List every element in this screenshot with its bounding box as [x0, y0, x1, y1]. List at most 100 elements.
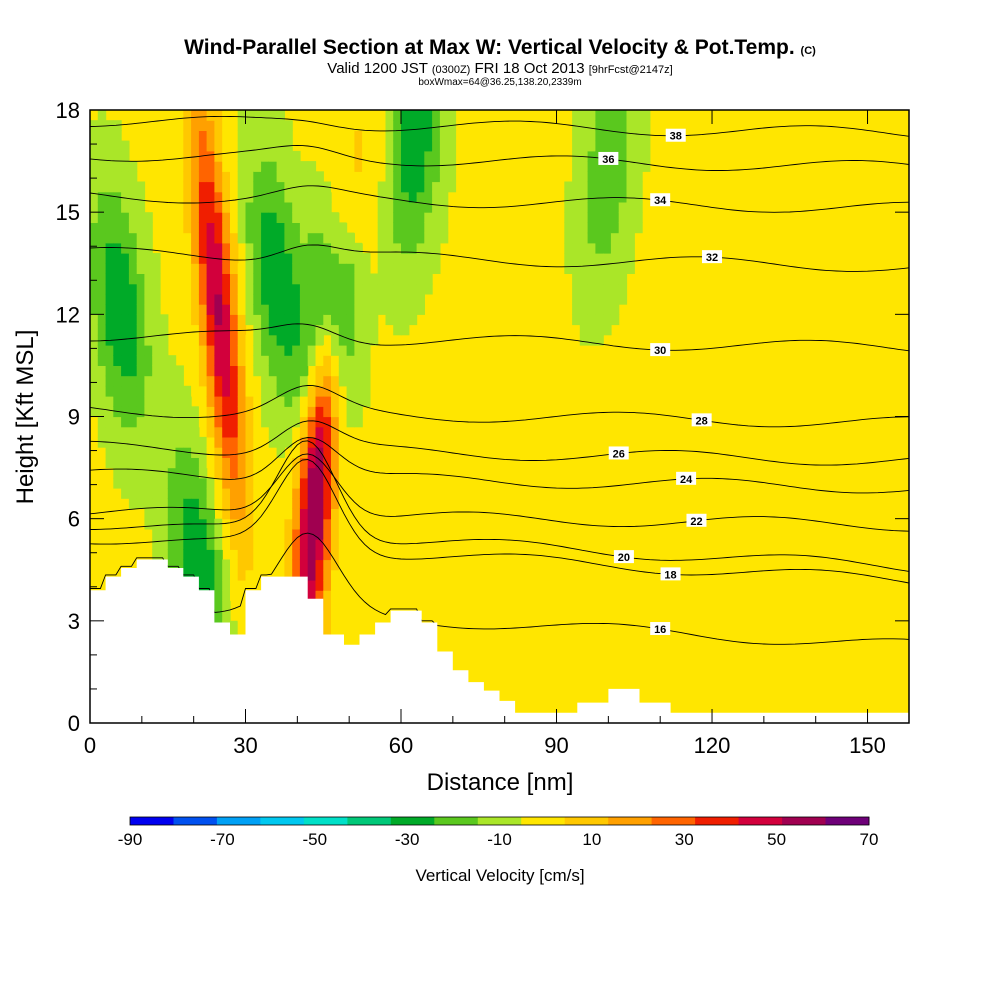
velocity-cell [447, 641, 457, 653]
velocity-cell [883, 580, 892, 591]
velocity-cell [766, 365, 775, 377]
velocity-cell [338, 610, 348, 622]
velocity-cell [261, 120, 270, 131]
velocity-cell [572, 661, 581, 673]
velocity-cell [105, 181, 114, 193]
velocity-cell [883, 191, 892, 203]
velocity-cell [867, 508, 876, 520]
velocity-cell [813, 671, 822, 683]
velocity-cell [191, 253, 200, 264]
velocity-cell [268, 212, 278, 223]
velocity-cell [579, 161, 589, 172]
velocity-cell [890, 130, 900, 142]
velocity-cell [634, 682, 643, 693]
velocity-cell [136, 345, 146, 356]
velocity-cell [268, 140, 278, 152]
velocity-cell [867, 580, 876, 591]
velocity-cell [883, 150, 892, 162]
velocity-cell [595, 273, 604, 285]
velocity-cell [230, 528, 239, 540]
velocity-cell [385, 120, 394, 131]
velocity-cell [198, 314, 208, 326]
velocity-cell [323, 610, 332, 622]
velocity-cell [253, 273, 262, 285]
velocity-cell [237, 467, 247, 479]
velocity-cell [121, 263, 130, 274]
velocity-cell [502, 610, 511, 622]
velocity-cell [408, 242, 418, 254]
velocity-cell [867, 396, 876, 407]
velocity-cell [766, 283, 775, 295]
velocity-cell [805, 702, 814, 714]
velocity-cell [852, 651, 861, 663]
velocity-cell [292, 355, 301, 366]
velocity-cell [844, 518, 853, 530]
velocity-cell [867, 651, 876, 663]
velocity-cell [307, 396, 317, 407]
velocity-cell [883, 263, 892, 274]
velocity-cell [284, 263, 293, 274]
velocity-cell [292, 212, 301, 223]
velocity-cell [268, 150, 278, 162]
velocity-cell [144, 334, 153, 346]
velocity-cell [890, 253, 900, 264]
velocity-cell [610, 253, 620, 264]
velocity-cell [245, 273, 254, 285]
velocity-cell [393, 130, 402, 142]
velocity-cell [284, 242, 293, 254]
velocity-cell [789, 293, 799, 305]
velocity-cell [890, 181, 900, 193]
velocity-cell [369, 212, 379, 223]
velocity-cell [883, 477, 892, 489]
velocity-cell [618, 191, 628, 203]
velocity-cell [206, 396, 215, 407]
velocity-cell [346, 242, 355, 254]
velocity-cell [268, 385, 278, 397]
velocity-cell [774, 324, 783, 336]
velocity-cell [603, 324, 612, 336]
velocity-cell [774, 620, 783, 632]
velocity-cell [315, 385, 324, 397]
velocity-cell [237, 436, 247, 448]
velocity-cell [191, 130, 200, 142]
velocity-cell [859, 641, 869, 653]
velocity-cell [191, 549, 200, 561]
velocity-cell [587, 651, 596, 663]
velocity-cell [152, 334, 161, 346]
velocity-cell [789, 610, 799, 622]
velocity-cell [906, 498, 909, 509]
velocity-cell [750, 671, 760, 683]
velocity-cell [307, 477, 317, 489]
velocity-cell [191, 324, 200, 336]
velocity-cell [191, 488, 200, 499]
velocity-cell [828, 130, 838, 142]
velocity-cell [758, 314, 768, 326]
velocity-cell [198, 365, 208, 377]
velocity-cell [852, 631, 861, 642]
velocity-cell [712, 671, 721, 683]
velocity-cell [852, 406, 861, 418]
colorbar-swatch [347, 817, 392, 825]
velocity-cell [828, 447, 838, 458]
velocity-cell [323, 498, 332, 509]
velocity-cell [299, 385, 309, 397]
velocity-cell [867, 498, 876, 509]
velocity-cell [906, 334, 909, 346]
velocity-cell [284, 559, 293, 571]
velocity-cell [836, 212, 845, 223]
velocity-cell [113, 314, 122, 326]
velocity-cell [820, 631, 830, 642]
velocity-cell [828, 641, 838, 653]
velocity-cell [331, 212, 340, 223]
velocity-cell [852, 181, 861, 193]
velocity-cell [820, 600, 830, 612]
velocity-cell [128, 375, 138, 387]
velocity-cell [315, 569, 324, 581]
velocity-cell [245, 488, 254, 499]
velocity-cell [564, 641, 573, 653]
velocity-cell [432, 181, 441, 193]
velocity-cell [105, 365, 114, 377]
velocity-cell [222, 222, 231, 234]
velocity-cell [401, 253, 410, 264]
velocity-cell [875, 242, 884, 254]
